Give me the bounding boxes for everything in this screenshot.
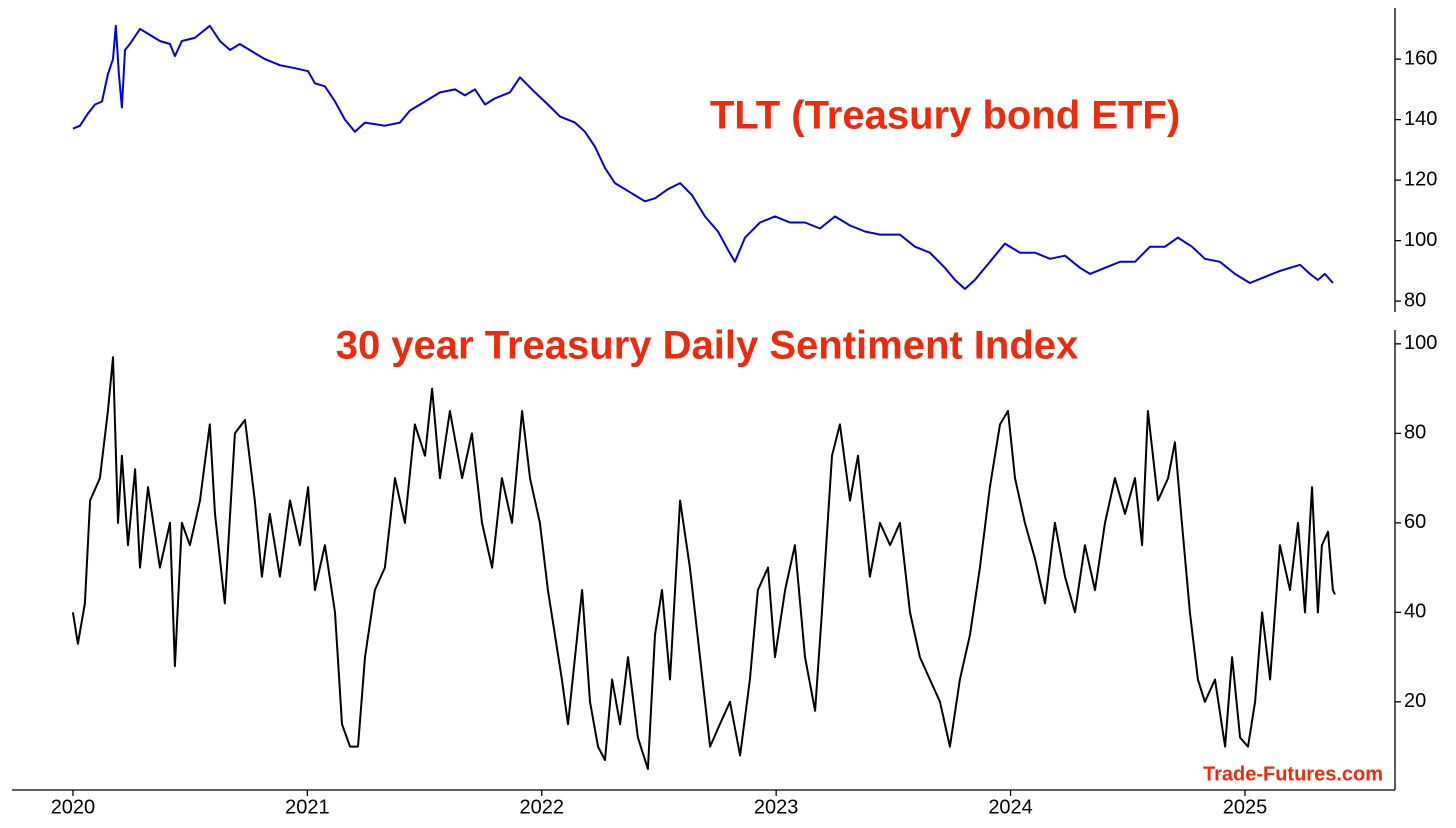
x-tick-label: 2020 [51, 796, 96, 818]
y-tick-label: 40 [1404, 601, 1426, 623]
y-tick-label: 80 [1404, 422, 1426, 444]
y-tick-label: 20 [1404, 690, 1426, 712]
x-tick-label: 2024 [988, 796, 1033, 818]
y-tick-label: 160 [1404, 47, 1437, 69]
y-tick-label: 80 [1404, 289, 1426, 311]
x-tick-label: 2022 [520, 796, 565, 818]
y-tick-label: 60 [1404, 511, 1426, 533]
x-tick-label: 2021 [285, 796, 330, 818]
y-tick-label: 100 [1404, 332, 1437, 354]
data-line [72, 24, 1334, 290]
watermark: Trade-Futures.com [1203, 763, 1383, 785]
y-tick-label: 140 [1404, 108, 1437, 130]
y-tick-label: 100 [1404, 229, 1437, 251]
x-tick-label: 2025 [1223, 796, 1268, 818]
annotation: 30 year Treasury Daily Sentiment Index [336, 324, 1079, 368]
data-line [71, 356, 1336, 770]
x-tick-label: 2023 [754, 796, 799, 818]
y-tick-label: 120 [1404, 168, 1437, 190]
annotation: TLT (Treasury bond ETF) [710, 94, 1180, 138]
